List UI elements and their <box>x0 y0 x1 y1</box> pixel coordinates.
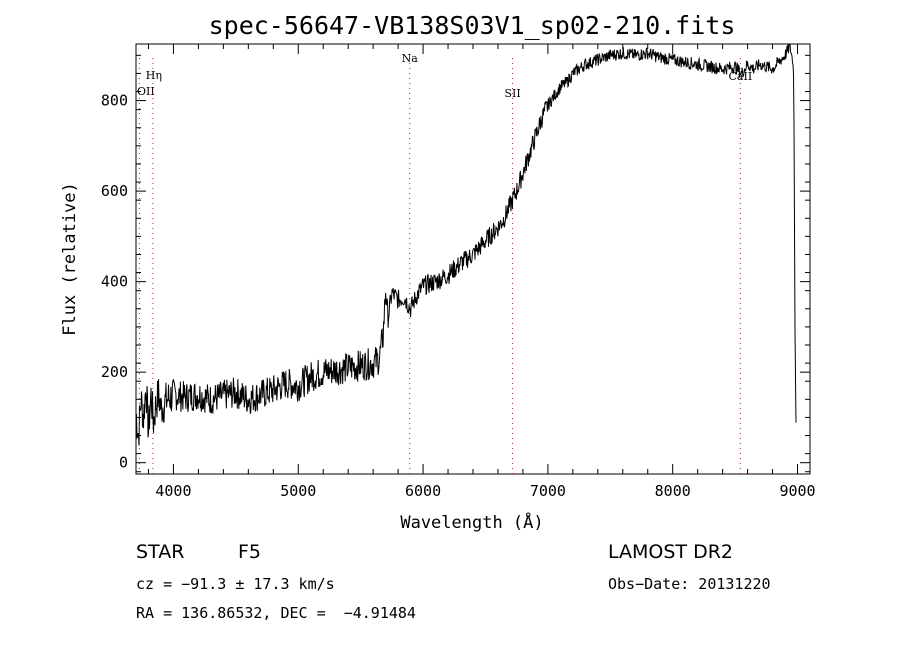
y-axis-label: Flux (relative) <box>60 182 80 336</box>
y-tick-label: 0 <box>119 454 128 472</box>
survey-name: LAMOST DR2 <box>608 541 733 563</box>
series-line <box>135 43 797 446</box>
line-marker-label: Hη <box>146 69 162 82</box>
line-marker-label: Na <box>402 52 419 65</box>
y-tick-label: 800 <box>101 92 128 110</box>
x-tick-label: 5000 <box>280 482 316 500</box>
y-tick-label: 400 <box>101 273 128 291</box>
plot-frame <box>135 43 811 475</box>
redshift-velocity: cz = −91.3 ± 17.3 km/s <box>136 575 335 593</box>
chart-title: spec-56647-VB138S03V1_sp02-210.fits <box>209 11 736 40</box>
line-markers: OII Hη Na SII CaII <box>137 52 752 474</box>
object-subclass: F5 <box>238 541 262 563</box>
x-tick-label: 8000 <box>655 482 691 500</box>
line-marker-label: SII <box>504 87 520 100</box>
axes: 4000 5000 6000 7000 8000 9000 0 200 400 600 800 <box>101 44 816 500</box>
x-tick-label: 4000 <box>155 482 191 500</box>
y-tick-label: 600 <box>101 182 128 200</box>
x-tick-label: 6000 <box>405 482 441 500</box>
x-tick-label: 7000 <box>530 482 566 500</box>
y-tick-label: 200 <box>101 363 128 381</box>
line-marker-label: OII <box>137 85 155 98</box>
object-class: STAR <box>136 541 185 563</box>
observation-date: Obs−Date: 20131220 <box>608 575 771 593</box>
coordinates: RA = 136.86532, DEC = −4.91484 <box>136 604 416 622</box>
x-axis-label: Wavelength (Å) <box>400 511 543 533</box>
line-marker-label: CaII <box>729 70 753 83</box>
x-tick-label: 9000 <box>779 482 815 500</box>
